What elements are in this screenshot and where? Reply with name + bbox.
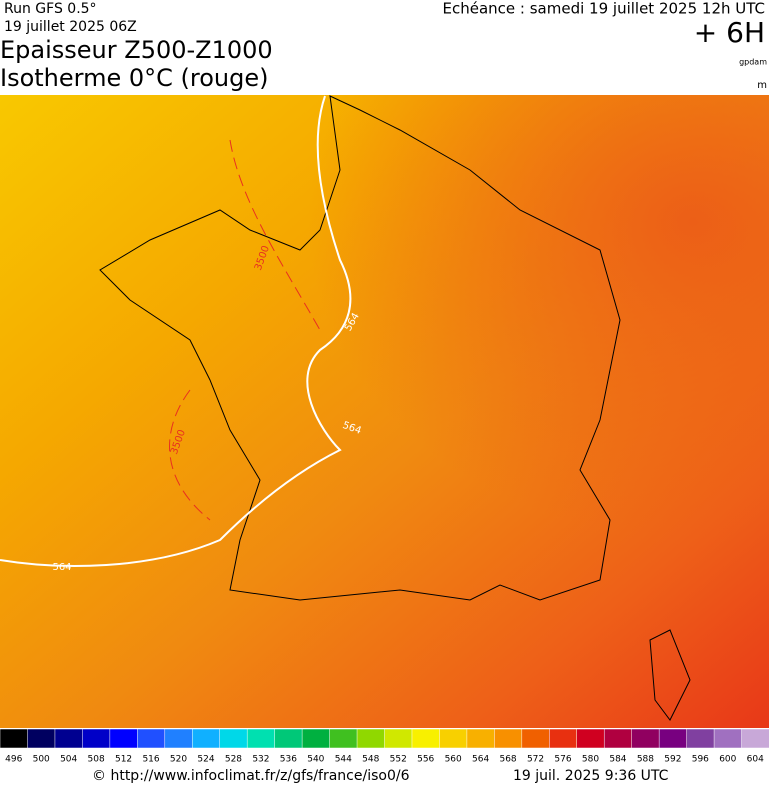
colorbar-label: 544 bbox=[335, 755, 352, 765]
unit: m bbox=[757, 80, 767, 91]
colorbar-label: 552 bbox=[390, 755, 407, 765]
colorbar-label: 588 bbox=[637, 755, 654, 765]
colorbar-swatch bbox=[356, 728, 386, 749]
colorbar-label: 564 bbox=[472, 755, 489, 765]
map bbox=[0, 95, 769, 728]
colorbar-swatch bbox=[713, 728, 743, 749]
colorbar-label: 604 bbox=[747, 755, 764, 765]
colorbar-label: 524 bbox=[197, 755, 214, 765]
colorbar-label: 592 bbox=[664, 755, 681, 765]
colorbar-swatch bbox=[658, 728, 688, 749]
colorbar-label: 596 bbox=[692, 755, 709, 765]
offset: + 6H bbox=[694, 16, 765, 49]
colorbar-swatch bbox=[137, 728, 166, 749]
colorbar-swatch bbox=[603, 728, 633, 749]
colorbar-swatch bbox=[82, 728, 111, 749]
colorbar-swatch bbox=[329, 728, 358, 749]
colorbar-label: 496 bbox=[5, 755, 22, 765]
colorbar-label: 528 bbox=[225, 755, 242, 765]
colorbar-swatch bbox=[192, 728, 221, 749]
colorbar-label: 532 bbox=[252, 755, 269, 765]
echeance: Echéance : samedi 19 juillet 2025 12h UT… bbox=[443, 0, 765, 18]
run: Run GFS 0.5° bbox=[4, 1, 97, 17]
colorbar-swatch bbox=[439, 728, 468, 749]
colorbar-label: 540 bbox=[307, 755, 324, 765]
colorbar-label: 504 bbox=[60, 755, 77, 765]
colorbar-swatch bbox=[466, 728, 496, 749]
colorbar-swatch bbox=[27, 728, 56, 749]
colorbar-swatch bbox=[494, 728, 523, 749]
colorbar-label: 560 bbox=[445, 755, 462, 765]
colorbar-swatch bbox=[219, 728, 248, 749]
colorbar-swatch bbox=[109, 728, 139, 749]
colorbar-label: 512 bbox=[115, 755, 132, 765]
colorbar-label: 508 bbox=[88, 755, 105, 765]
colorbar-swatch bbox=[741, 728, 769, 749]
colorbar-label: 576 bbox=[554, 755, 571, 765]
colorbar-label: 572 bbox=[527, 755, 544, 765]
colorbar-label: 520 bbox=[170, 755, 187, 765]
colorbar-swatch bbox=[384, 728, 413, 749]
colorbar-swatch bbox=[0, 728, 29, 749]
unit: gpdam bbox=[739, 58, 767, 67]
colorbar-label: 584 bbox=[609, 755, 626, 765]
colorbar-label: 536 bbox=[280, 755, 297, 765]
colorbar-label: 500 bbox=[33, 755, 50, 765]
colorbar-swatch bbox=[631, 728, 660, 749]
colorbar-label: 600 bbox=[719, 755, 736, 765]
colorbar-swatch bbox=[576, 728, 605, 749]
colorbar-label: 548 bbox=[362, 755, 379, 765]
colorbar-label: 556 bbox=[417, 755, 434, 765]
colorbar-label: 516 bbox=[142, 755, 159, 765]
source-url: © http://www.infoclimat.fr/z/gfs/france/… bbox=[92, 768, 410, 784]
colorbar-swatch bbox=[411, 728, 441, 749]
colorbar-swatch bbox=[301, 728, 331, 749]
colorbar-swatch bbox=[686, 728, 715, 749]
colorbar-swatch bbox=[54, 728, 84, 749]
colorbar-label: 568 bbox=[499, 755, 516, 765]
colorbar-swatch bbox=[246, 728, 276, 749]
colorbar-swatch bbox=[164, 728, 194, 749]
colorbar-swatch bbox=[549, 728, 578, 749]
title: Epaisseur Z500-Z1000 bbox=[0, 36, 273, 64]
run-date: 19 juillet 2025 06Z bbox=[4, 19, 137, 35]
colorbar-swatch bbox=[521, 728, 551, 749]
colorbar-swatch bbox=[274, 728, 303, 749]
colorbar-label: 580 bbox=[582, 755, 599, 765]
contour-label: 564 bbox=[52, 562, 71, 573]
subtitle: Isotherme 0°C (rouge) bbox=[0, 64, 269, 92]
timestamp: 19 juil. 2025 9:36 UTC bbox=[513, 768, 669, 784]
